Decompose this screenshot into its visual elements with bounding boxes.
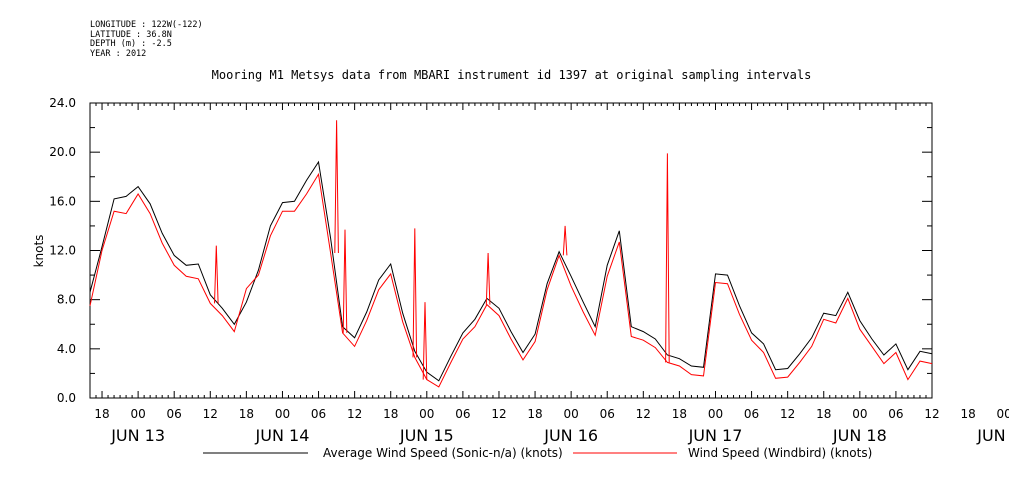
y-tick-label: 24.0	[49, 96, 76, 110]
metadata-block: LONGITUDE : 122W(-122) LATITUDE : 36.8N …	[90, 20, 203, 59]
y-axis-label: knots	[32, 235, 46, 268]
y-tick-label: 16.0	[49, 194, 76, 208]
x-tick-label: 18	[816, 407, 831, 421]
series-spike-windbird	[214, 245, 219, 304]
longitude-label: LONGITUDE : 122W(-122)	[90, 20, 203, 30]
x-tick-label: 12	[636, 407, 651, 421]
y-tick-label: 12.0	[49, 244, 76, 258]
x-tick-label: 12	[780, 407, 795, 421]
x-tick-label: 06	[455, 407, 470, 421]
y-tick-label: 0.0	[57, 391, 76, 405]
latitude-label: LATITUDE : 36.8N	[90, 29, 172, 40]
chart-title: Mooring M1 Metsys data from MBARI instru…	[211, 68, 812, 82]
y-tick-label: 4.0	[57, 342, 76, 356]
series-spike-windbird	[665, 153, 670, 363]
y-axis-tick-labels: 0.0 4.0 8.0 12.0 16.0 20.0 24.0	[49, 96, 76, 405]
x-tick-label: 18	[239, 407, 254, 421]
x-day-label: JUN 19	[976, 426, 1009, 445]
x-tick-label: 06	[600, 407, 615, 421]
y-tick-label: 20.0	[49, 145, 76, 159]
x-tick-label: 18	[527, 407, 542, 421]
x-tick-label: 00	[275, 407, 290, 421]
x-tick-label: 00	[852, 407, 867, 421]
x-tick-label: 00	[130, 407, 145, 421]
x-tick-label: 12	[203, 407, 218, 421]
x-axis-day-labels: JUN 13 JUN 14 JUN 15 JUN 16 JUN 17 JUN 18 JUN …	[110, 426, 1009, 445]
axis-ticks	[89, 102, 933, 399]
series-spike-windbird	[485, 252, 491, 305]
series-spike-windbird	[412, 228, 418, 358]
x-day-label: JUN 16	[543, 426, 598, 445]
series-spike-windbird	[342, 229, 348, 333]
x-tick-label: 00	[708, 407, 723, 421]
x-tick-label: 06	[311, 407, 326, 421]
x-axis-tick-labels: 18 00 06 12 18 00 06 12 18 00 06 12 18 00 06 12 18 00 06 12…	[94, 407, 1009, 421]
x-day-label: JUN 15	[399, 426, 454, 445]
x-day-label: JUN 18	[832, 426, 887, 445]
x-tick-label: 18	[960, 407, 975, 421]
x-tick-label: 18	[672, 407, 687, 421]
series-line-windbird	[89, 172, 933, 388]
year-label: YEAR : 2012	[90, 48, 147, 59]
legend-label-windbird: Wind Speed (Windbird) (knots)	[688, 446, 872, 460]
x-tick-label: 18	[94, 407, 109, 421]
x-tick-label: 06	[888, 407, 903, 421]
series-spike-windbird	[422, 302, 428, 380]
series-lines	[89, 120, 933, 388]
series-spike-windbird	[562, 225, 568, 256]
depth-label: DEPTH (m) : -2.5	[90, 39, 172, 49]
x-tick-label: 06	[167, 407, 182, 421]
x-day-label: JUN 13	[110, 426, 165, 445]
x-day-label: JUN 14	[255, 426, 310, 445]
x-tick-label: 00	[564, 407, 579, 421]
x-tick-label: 06	[744, 407, 759, 421]
x-tick-label: 00	[419, 407, 434, 421]
x-day-label: JUN 17	[688, 426, 743, 445]
y-tick-label: 8.0	[57, 293, 76, 307]
legend: Average Wind Speed (Sonic-n/a) (knots) W…	[203, 446, 872, 460]
x-tick-label: 18	[383, 407, 398, 421]
x-tick-label: 12	[924, 407, 939, 421]
x-tick-label: 12	[491, 407, 506, 421]
series-spike-windbird	[334, 120, 339, 254]
series-line-average	[89, 160, 933, 382]
legend-label-average: Average Wind Speed (Sonic-n/a) (knots)	[323, 446, 563, 460]
x-tick-label: 12	[347, 407, 362, 421]
x-tick-label: 00	[997, 407, 1009, 421]
